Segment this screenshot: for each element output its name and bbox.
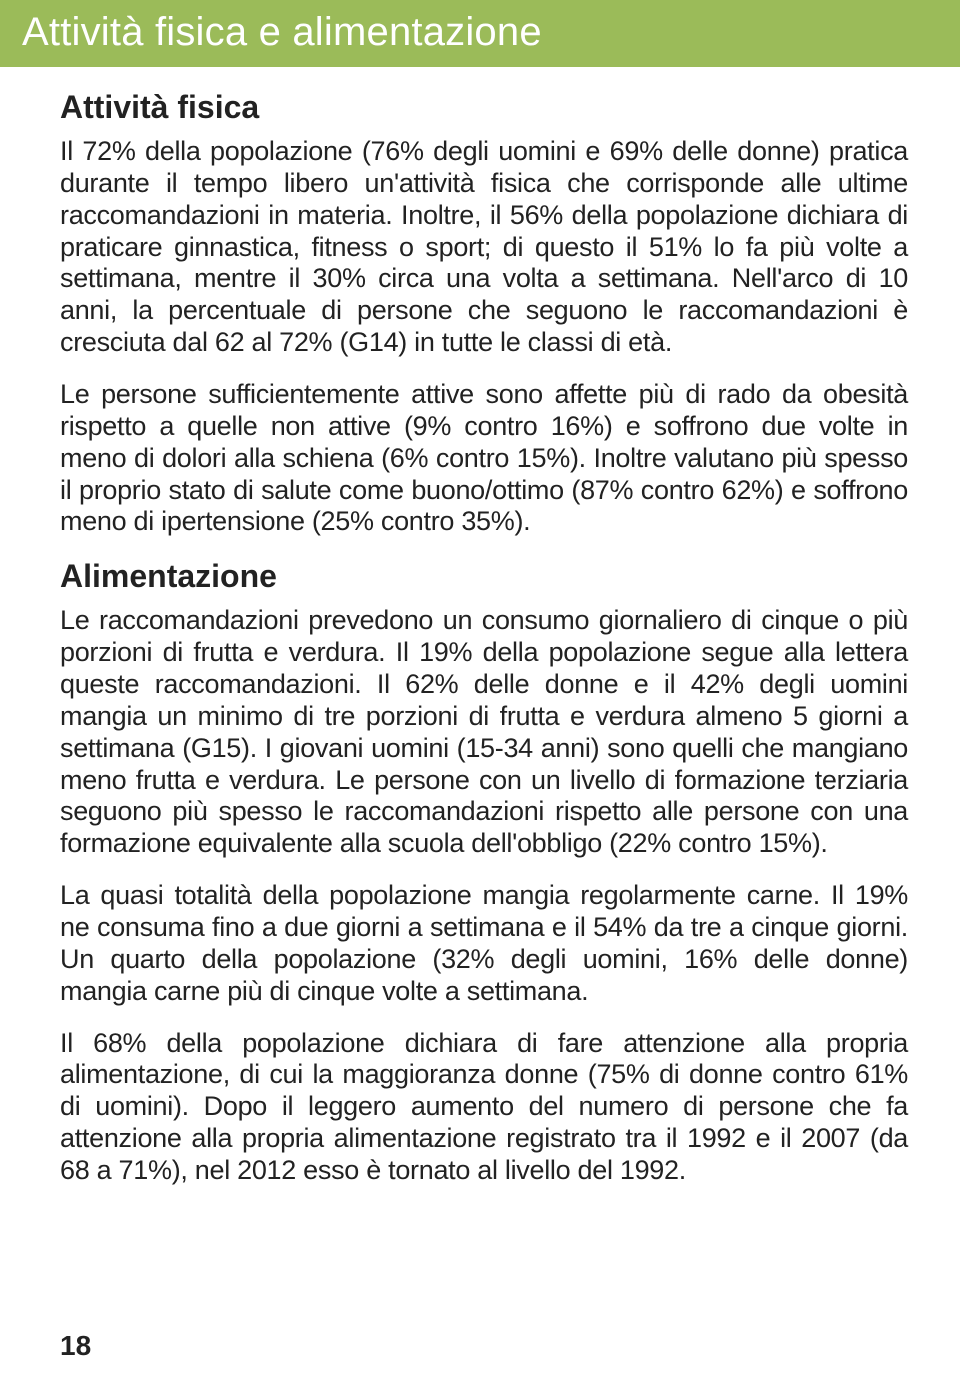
document-page: Attività fisica e alimentazione Attività…	[0, 0, 960, 1384]
subheading-alimentazione: Alimentazione	[60, 558, 908, 595]
paragraph: Le persone sufficientemente attive sono …	[60, 379, 908, 538]
paragraph: Le raccomandazioni prevedono un consumo …	[60, 605, 908, 860]
section-title: Attività fisica e alimentazione	[22, 10, 938, 55]
page-content: Attività fisica Il 72% della popolazione…	[0, 67, 960, 1187]
paragraph: Il 72% della popolazione (76% degli uomi…	[60, 136, 908, 359]
section-header-band: Attività fisica e alimentazione	[0, 0, 960, 67]
paragraph: La quasi totalità della popolazione mang…	[60, 880, 908, 1007]
subheading-attivita-fisica: Attività fisica	[60, 89, 908, 126]
paragraph: Il 68% della popolazione dichiara di far…	[60, 1028, 908, 1187]
page-number: 18	[60, 1330, 91, 1362]
